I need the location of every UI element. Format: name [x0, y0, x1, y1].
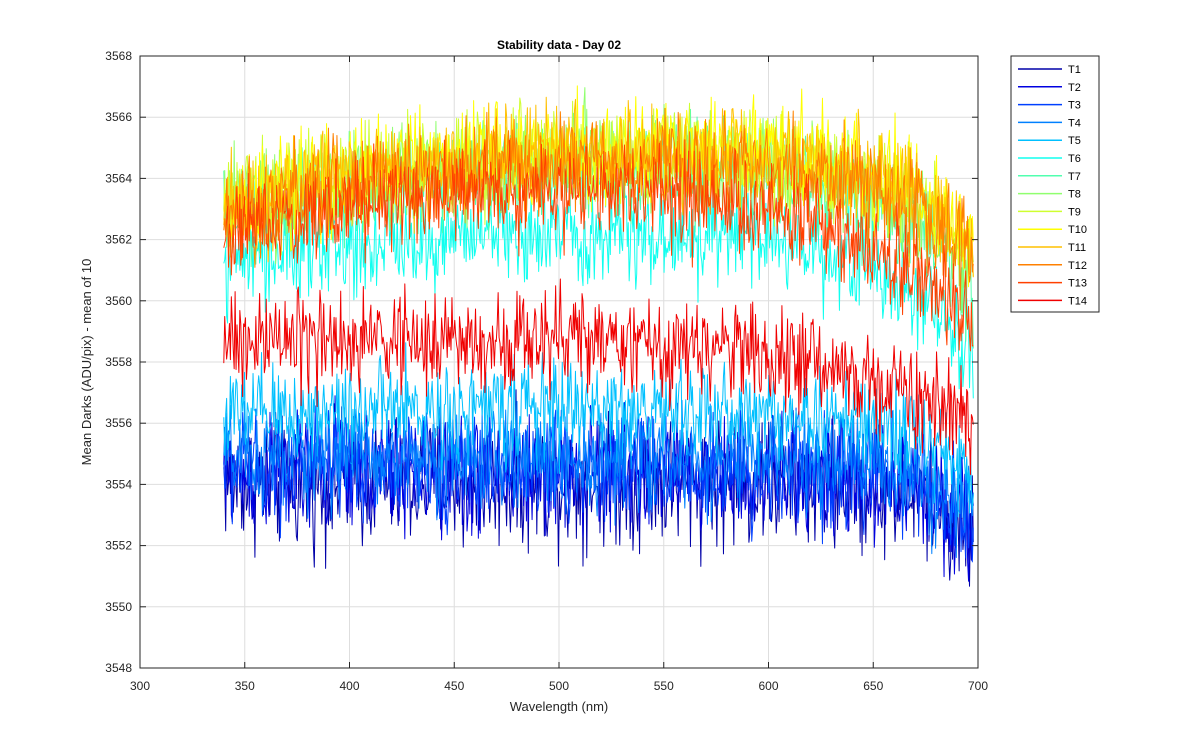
series-line-t2	[223, 395, 974, 582]
y-tick-label: 3564	[105, 171, 132, 185]
y-tick-label: 3568	[105, 49, 132, 63]
legend-label-t1: T1	[1068, 64, 1081, 76]
series-line-t14	[223, 278, 974, 475]
legend-label-t10: T10	[1068, 224, 1087, 236]
x-tick-label: 350	[235, 679, 255, 693]
series-line-t4	[223, 399, 974, 559]
legend-label-t8: T8	[1068, 189, 1081, 201]
tick-layer: 300 350 400 450 500 550 600 650 700 3548 3550 3552 3…	[105, 49, 988, 693]
legend-box	[1010, 55, 1100, 313]
y-tick-label: 3554	[105, 477, 132, 491]
x-tick-label: 650	[863, 679, 883, 693]
y-tick-label: 3556	[105, 416, 132, 430]
y-axis-title: Mean Darks (ADU/pix) - mean of 10	[79, 259, 94, 466]
y-tick-label: 3560	[105, 294, 132, 308]
series-line-t13	[223, 139, 974, 352]
x-tick-label: 450	[444, 679, 464, 693]
x-tick-label: 400	[339, 679, 359, 693]
y-tick-label: 3548	[105, 661, 132, 675]
y-tick-label: 3558	[105, 355, 132, 369]
legend-entries: T1 T2 T3 T4 T5 T6 T7 T8 T9 T10 T11 T12 T13 T14	[1018, 64, 1087, 307]
series-line-t5	[223, 342, 974, 518]
legend: T1 T2 T3 T4 T5 T6 T7 T8 T9 T10 T11 T12 T13 T14	[1010, 55, 1100, 313]
x-axis-title: Wavelength (nm)	[510, 699, 609, 714]
x-tick-label: 550	[654, 679, 674, 693]
legend-label-t4: T4	[1068, 117, 1081, 129]
legend-label-t12: T12	[1068, 260, 1087, 272]
legend-label-t6: T6	[1068, 153, 1081, 165]
legend-label-t3: T3	[1068, 100, 1081, 112]
x-tick-label: 600	[758, 679, 778, 693]
legend-label-t13: T13	[1068, 278, 1087, 290]
x-tick-label: 500	[549, 679, 569, 693]
legend-label-t7: T7	[1068, 171, 1081, 183]
series-line-t12	[223, 107, 974, 311]
y-tick-label: 3550	[105, 600, 132, 614]
legend-label-t5: T5	[1068, 135, 1081, 147]
y-tick-label: 3566	[105, 110, 132, 124]
legend-label-t2: T2	[1068, 82, 1081, 94]
legend-label-t14: T14	[1068, 295, 1087, 307]
series-layer	[223, 85, 974, 587]
x-tick-label: 700	[968, 679, 988, 693]
legend-label-t9: T9	[1068, 206, 1081, 218]
x-tick-label: 300	[130, 679, 150, 693]
chart-title: Stability data - Day 02	[497, 38, 621, 52]
y-tick-label: 3562	[105, 233, 132, 247]
legend-label-t11: T11	[1068, 242, 1086, 254]
y-tick-label: 3552	[105, 539, 132, 553]
